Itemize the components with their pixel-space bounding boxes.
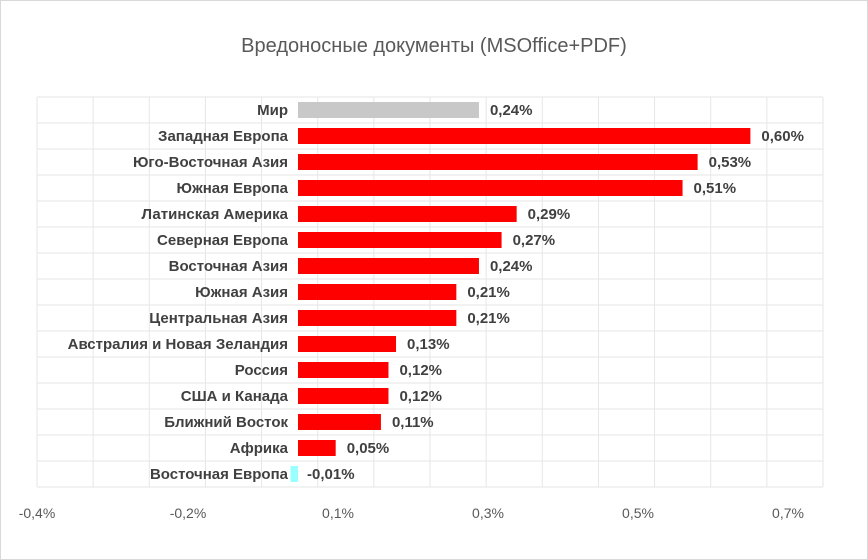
bar	[298, 154, 698, 170]
x-tick-label: -0,4%	[19, 505, 56, 521]
data-label: -0,01%	[307, 466, 355, 483]
category-label: Западная Европа	[158, 128, 289, 145]
category-label: Россия	[235, 362, 288, 379]
category-label: Мир	[257, 102, 288, 119]
category-label: Ближний Восток	[164, 414, 288, 431]
x-tick-label: 0,5%	[622, 505, 654, 521]
chart-title: Вредоносные документы (MSOffice+PDF)	[241, 35, 627, 57]
data-label: 0,60%	[761, 128, 804, 145]
data-label: 0,51%	[694, 180, 737, 197]
x-tick-label: 0,3%	[472, 505, 504, 521]
category-label: США и Канада	[181, 388, 289, 405]
x-tick-label: 0,7%	[772, 505, 804, 521]
bar	[298, 362, 389, 378]
data-label: 0,13%	[407, 336, 450, 353]
bar	[298, 180, 683, 196]
bar	[298, 310, 457, 326]
data-label: 0,21%	[467, 310, 510, 327]
data-label: 0,53%	[709, 154, 752, 171]
category-label: Африка	[230, 440, 289, 457]
x-tick-label: -0,2%	[170, 505, 207, 521]
bar	[298, 102, 479, 118]
category-label: Восточная Азия	[169, 258, 288, 275]
bar	[298, 284, 457, 300]
category-label: Латинская Америка	[142, 206, 289, 223]
bar	[298, 414, 381, 430]
bar	[298, 388, 389, 404]
data-label: 0,24%	[490, 258, 533, 275]
category-label: Австралия и Новая Зеландия	[68, 336, 288, 353]
data-label: 0,12%	[399, 388, 442, 405]
bar	[298, 440, 336, 456]
x-tick-label: 0,1%	[322, 505, 354, 521]
category-label: Центральная Азия	[149, 310, 288, 327]
category-label: Южная Европа	[176, 180, 288, 197]
data-label: 0,24%	[490, 102, 533, 119]
bar	[298, 336, 397, 352]
category-label: Южная Азия	[195, 284, 288, 301]
category-label: Восточная Европа	[150, 466, 289, 483]
data-label: 0,11%	[392, 414, 434, 431]
bar	[298, 128, 751, 144]
data-label: 0,27%	[513, 232, 556, 249]
bar	[298, 206, 517, 222]
category-label: Северная Европа	[157, 232, 289, 249]
bar	[298, 232, 502, 248]
data-label: 0,21%	[467, 284, 510, 301]
bar	[290, 466, 298, 482]
data-label: 0,29%	[528, 206, 571, 223]
data-label: 0,05%	[347, 440, 390, 457]
category-label: Юго-Восточная Азия	[133, 154, 288, 171]
data-label: 0,12%	[399, 362, 442, 379]
bar	[298, 258, 479, 274]
